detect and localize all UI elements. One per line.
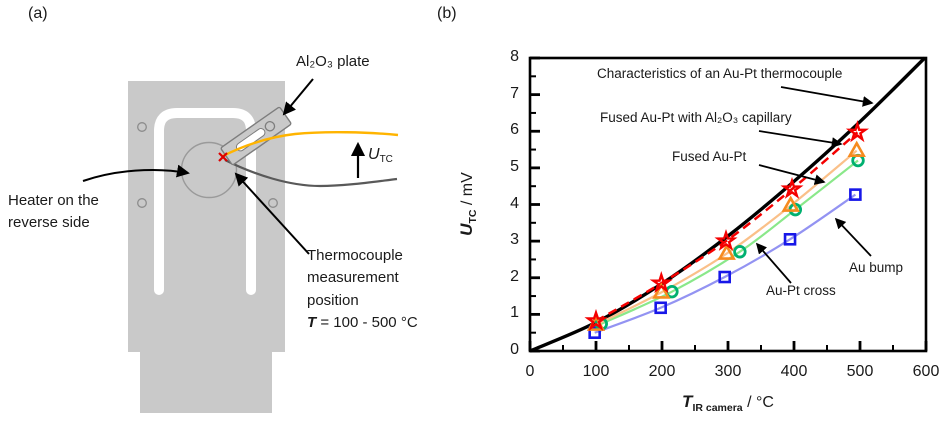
heater-stage-diagram — [82, 78, 399, 413]
x-axis-subscript: IR camera — [692, 402, 743, 414]
y-tick-label: 8 — [510, 48, 519, 65]
x-tick-label: 100 — [582, 363, 610, 380]
annotation-fused-au-pt: Fused Au-Pt — [672, 149, 747, 164]
circle-marker — [851, 153, 865, 168]
square-marker — [654, 301, 667, 315]
utc-label: UTC — [368, 146, 393, 165]
series-markers-au_bump — [588, 188, 862, 339]
al2o3-label-arrow — [282, 78, 314, 116]
annotation-arrow-au-bump — [834, 217, 872, 257]
y-tick-label: 1 — [510, 304, 519, 322]
tc-position-line3: position — [307, 291, 359, 309]
circle-marker — [788, 202, 803, 217]
x-axis-symbol: T — [682, 392, 693, 411]
stage-plate — [128, 81, 285, 413]
x-tick-label: 300 — [714, 363, 742, 380]
tc-temp-range-line: T = 100 - 500 °C — [307, 312, 418, 334]
annotation-arrow-capillary — [758, 130, 843, 148]
heater-label-arrow — [82, 164, 190, 182]
tc-temp-symbol: T — [307, 314, 317, 332]
screw-hole — [268, 198, 278, 208]
annotation-arrow-characteristic — [780, 86, 874, 107]
screw-hole — [137, 198, 147, 208]
triangle-marker — [652, 282, 671, 299]
tc-position-label: Thermocouple measurement position T = 10… — [307, 245, 418, 335]
y-tick-label: 4 — [510, 194, 519, 212]
star-marker — [584, 308, 608, 331]
heater-label-line1: Heater on the — [8, 192, 99, 209]
x-tick-label: 600 — [912, 363, 940, 380]
square-marker — [849, 188, 862, 201]
annotation-au-bump: Au bump — [849, 260, 904, 275]
annotation-capillary: Fused Au-Pt with Al₂O₃ capillary — [600, 110, 792, 125]
triangle-marker — [586, 314, 606, 331]
heater-label: Heater on the reverse side — [8, 190, 99, 235]
thermocouple-wire-orange — [222, 131, 399, 158]
star-marker — [845, 120, 870, 143]
al2o3-plate-label: Al₂O₃ plate — [296, 53, 370, 70]
series-markers-au_pt_cross — [594, 153, 865, 331]
series-line-au_pt_reference — [529, 56, 926, 353]
square-marker — [718, 270, 732, 284]
circle-marker — [665, 284, 679, 299]
tc-position-label-arrow — [234, 172, 310, 255]
triangle-marker — [847, 140, 866, 157]
tc-position-line2: measurement — [307, 269, 399, 287]
y-tick-label: 3 — [510, 231, 519, 249]
screw-hole — [137, 122, 147, 132]
y-tick-label: 0 — [510, 341, 519, 358]
star-marker — [780, 177, 804, 199]
y-axis-subscript: TC — [467, 209, 479, 224]
chart-series-layer — [529, 56, 926, 353]
circle-marker — [594, 317, 608, 331]
x-tick-label: 0 — [525, 363, 535, 380]
square-marker — [783, 232, 797, 246]
x-axis-label: TIR camera / °C — [682, 392, 774, 414]
plate-cutout-channel — [154, 108, 256, 295]
triangle-marker — [781, 195, 800, 212]
panel-a-label: (a) — [28, 5, 48, 22]
x-tick-label: 200 — [648, 363, 676, 380]
star-marker — [649, 270, 673, 294]
heater-label-line2: reverse side — [8, 214, 90, 232]
tc-position-line1: Thermocouple — [307, 247, 403, 264]
tc-temp-range: = 100 - 500 °C — [316, 314, 418, 332]
y-axis-symbol: U — [457, 223, 476, 236]
square-marker — [588, 326, 601, 339]
y-tick-label: 5 — [510, 157, 519, 175]
y-axis-label: UTC / mV — [457, 172, 479, 236]
axis-ticks — [528, 56, 928, 353]
annotation-au-pt-cross: Au-Pt cross — [766, 283, 836, 298]
circle-marker — [733, 245, 747, 259]
triangle-marker — [717, 243, 736, 260]
series-line-au_pt_cross — [600, 159, 859, 325]
x-tick-label: 500 — [846, 363, 874, 380]
al2o3-plate-hole — [264, 120, 276, 132]
plot-frame — [528, 56, 928, 353]
star-marker — [714, 229, 738, 251]
y-axis-unit: / mV — [459, 172, 476, 210]
utc-symbol: U — [368, 146, 380, 163]
thermocouple-wire-dark — [224, 159, 398, 188]
series-line-au_bump — [594, 193, 857, 334]
series-line-fused_au_pt — [595, 149, 858, 326]
y-tick-label: 6 — [510, 121, 519, 139]
annotation-arrow-au-pt-cross — [755, 242, 792, 284]
y-tick-label: 2 — [510, 267, 519, 285]
panel-b-label: (b) — [437, 5, 457, 22]
annotation-au-pt-characteristic: Characteristics of an Au-Pt thermocouple — [597, 66, 843, 81]
y-tick-label: 7 — [510, 84, 519, 102]
x-axis-unit: / °C — [742, 394, 774, 411]
annotation-arrow-fused-au-pt — [758, 164, 826, 185]
utc-subscript: TC — [379, 154, 393, 165]
measurement-point-x-marker — [218, 152, 228, 162]
x-tick-label: 400 — [780, 363, 808, 380]
series-markers-fused_au_pt — [586, 140, 866, 331]
